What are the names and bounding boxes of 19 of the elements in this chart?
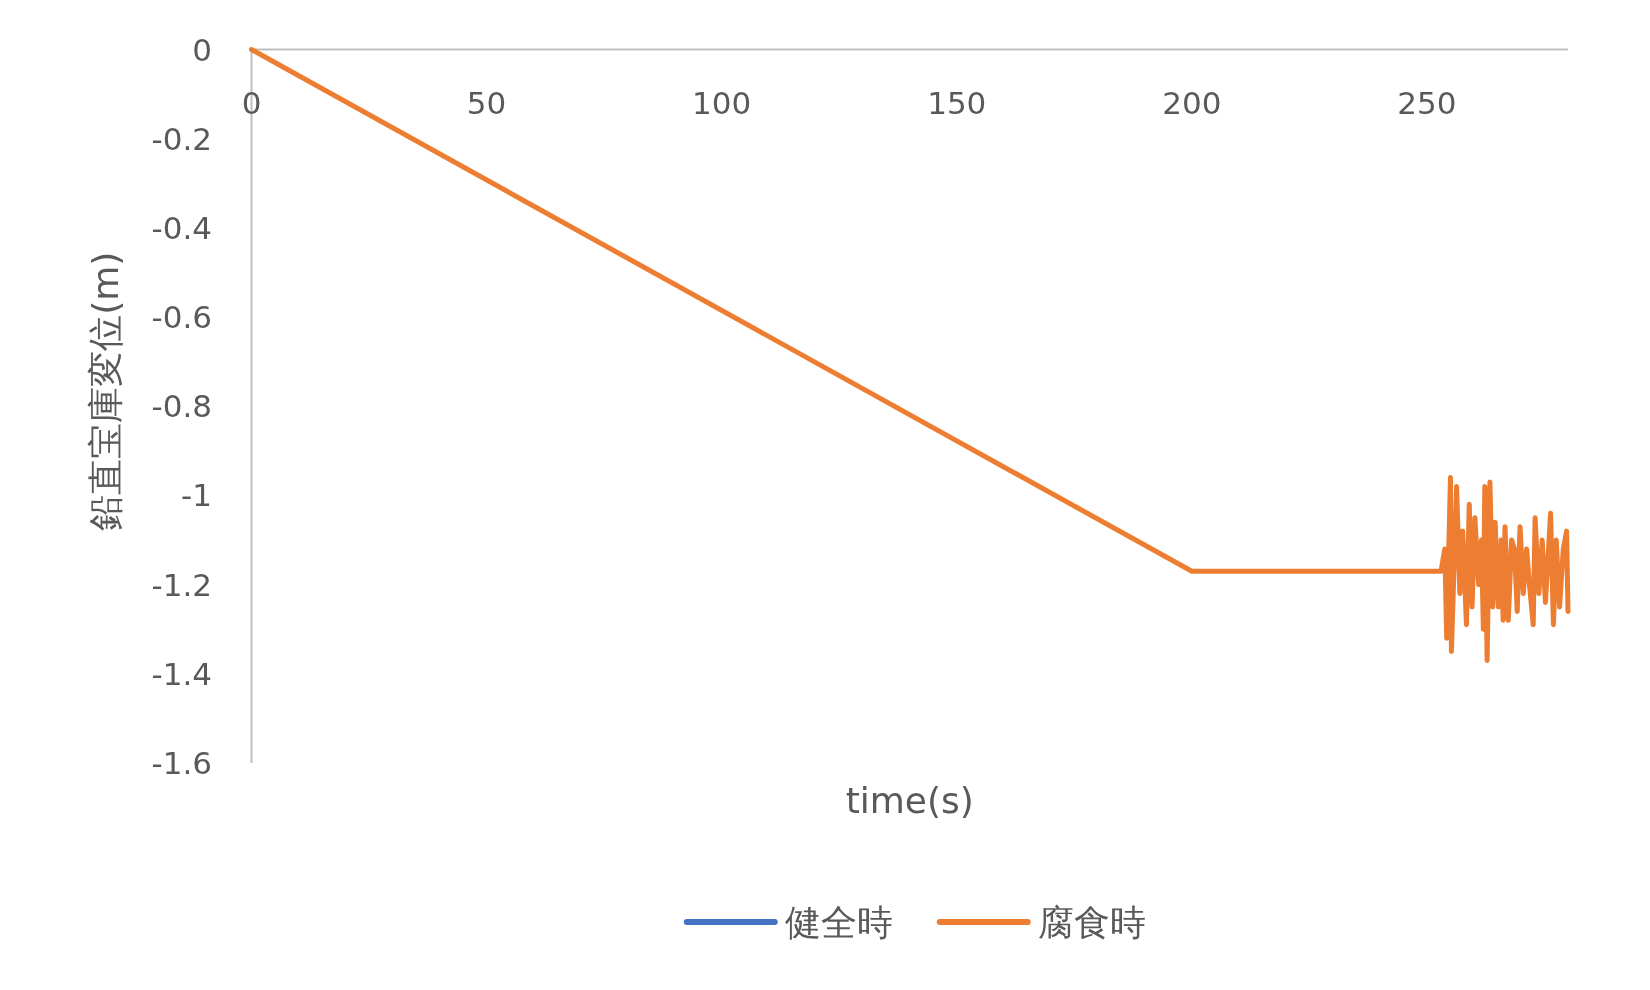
x-tick-label: 250 — [1397, 84, 1457, 121]
x-tick-label: 100 — [692, 84, 752, 121]
y-tick-label: -1 — [181, 477, 212, 514]
x-tick-label: 50 — [466, 84, 507, 121]
x-tick-label: 150 — [927, 84, 987, 121]
legend-label: 腐食時 — [1037, 902, 1146, 943]
y-tick-label: -0.8 — [151, 388, 212, 425]
x-tick-label: 200 — [1162, 84, 1222, 121]
y-tick-label: 0 — [192, 31, 212, 68]
x-tick-label: 0 — [241, 84, 262, 121]
y-tick-label: -1.2 — [151, 566, 212, 603]
legend-label: 健全時 — [784, 902, 893, 943]
y-tick-label: -1.4 — [151, 655, 212, 692]
y-axis-title: 鉛直宝庫変位(m) — [85, 251, 126, 531]
y-tick-label: -1.6 — [151, 745, 212, 781]
y-tick-label: -0.4 — [151, 209, 212, 246]
y-tick-label: -0.2 — [151, 120, 212, 157]
y-tick-label: -0.6 — [151, 299, 212, 336]
x-axis-title: time(s) — [845, 780, 974, 821]
